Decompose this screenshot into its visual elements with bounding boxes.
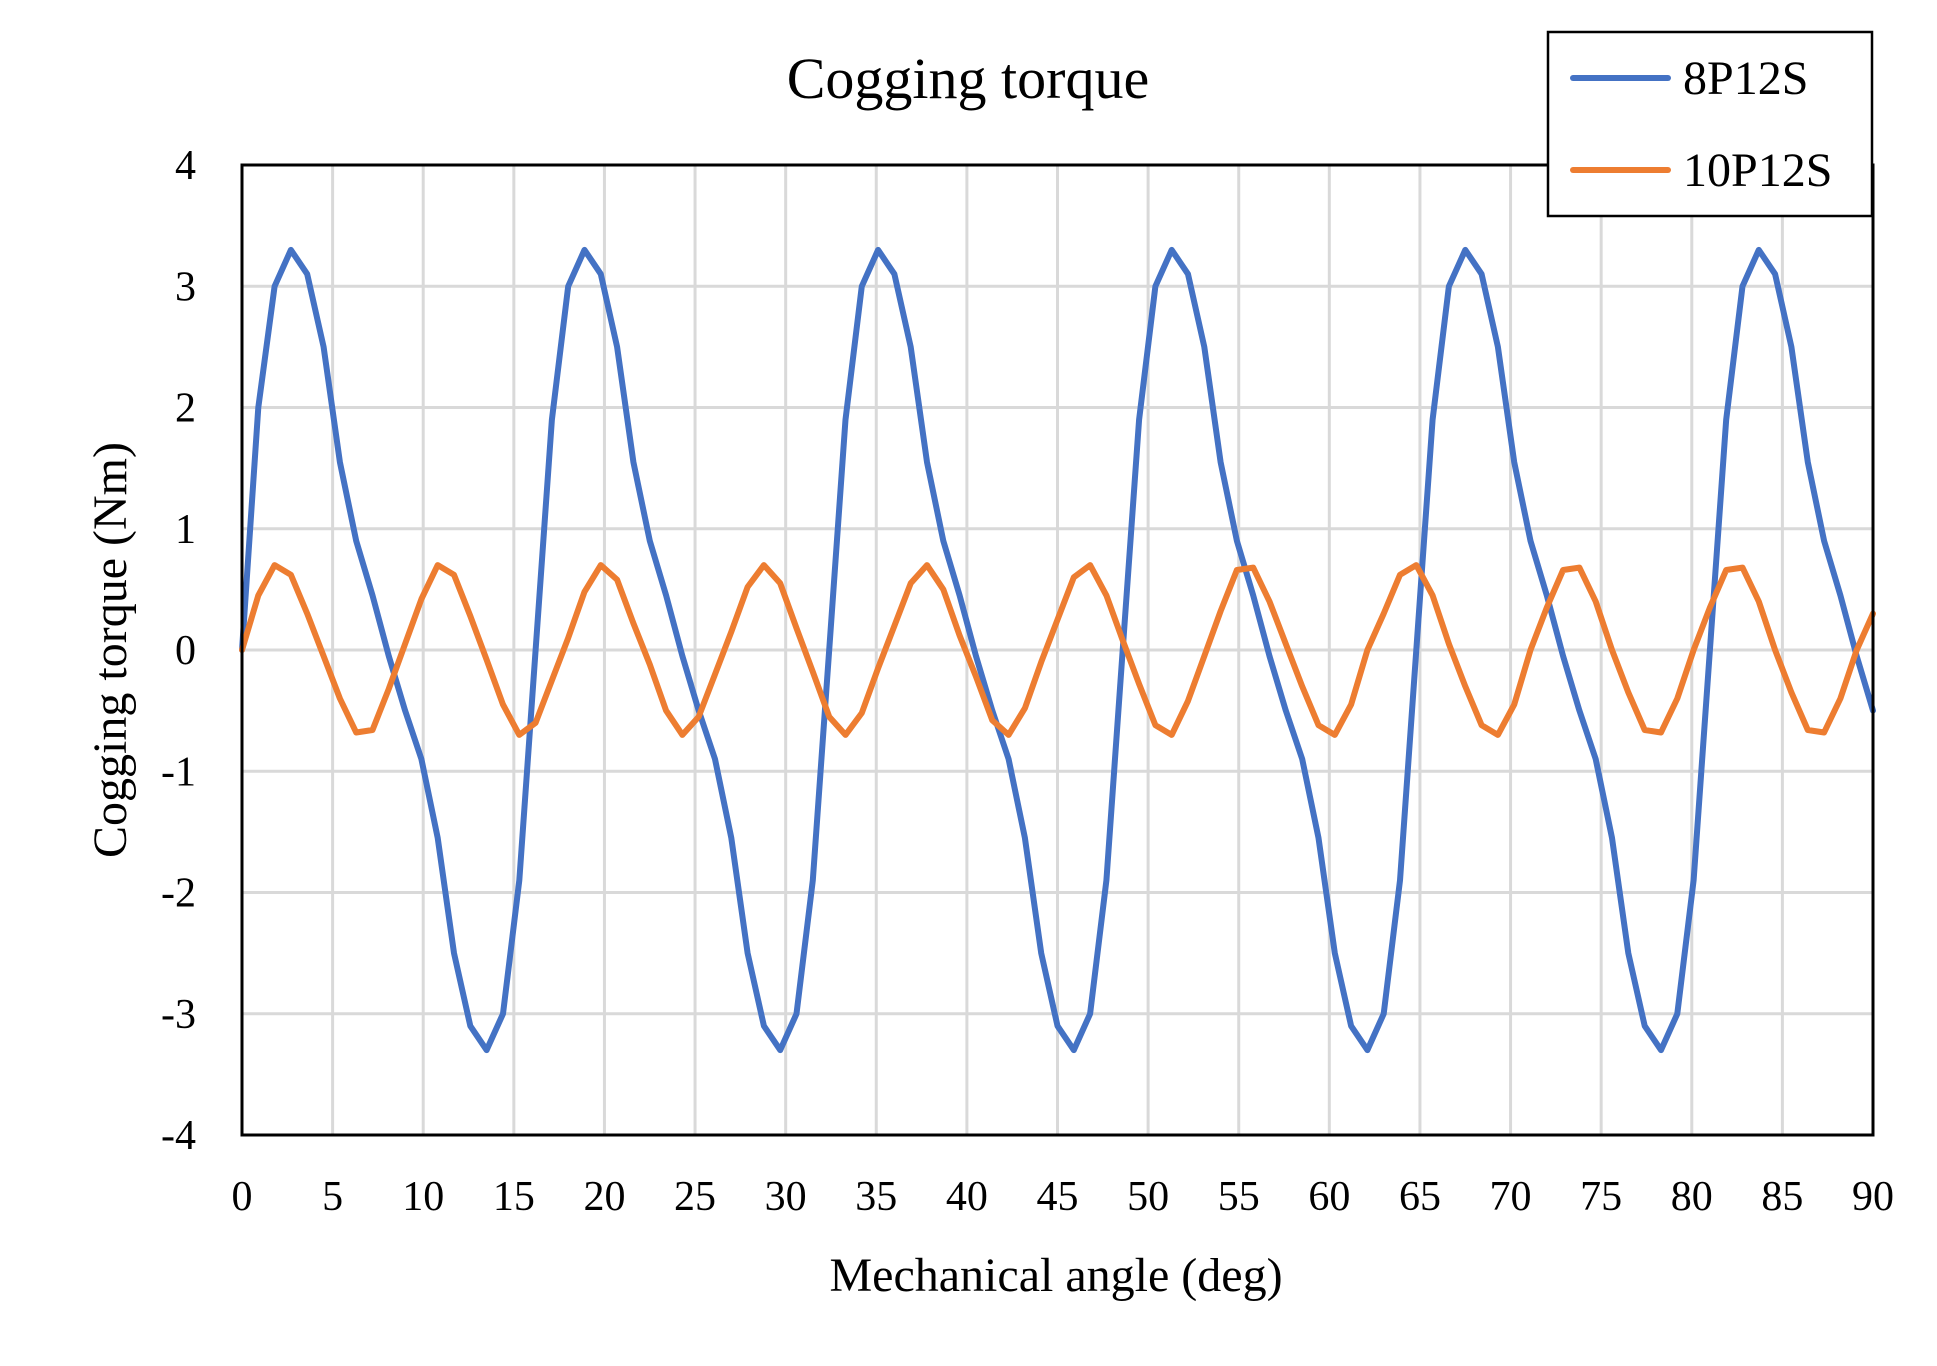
y-tick-label: 2 [175,386,196,432]
x-tick-label: 80 [1671,1174,1713,1220]
x-tick-labels: 0 5 10 15 20 25 30 35 40 45 50 55 60 65 70 75 80 85 90 [232,1174,1895,1220]
x-tick-label: 55 [1218,1174,1260,1220]
x-tick-label: 65 [1399,1174,1441,1220]
x-tick-label: 35 [855,1174,897,1220]
x-tick-label: 70 [1490,1174,1532,1220]
x-tick-label: 75 [1580,1174,1622,1220]
x-tick-label: 25 [674,1174,716,1220]
x-tick-label: 60 [1308,1174,1350,1220]
x-tick-label: 40 [946,1174,988,1220]
x-tick-label: 50 [1127,1174,1169,1220]
y-tick-label: 1 [175,507,196,553]
y-tick-label: -4 [161,1113,196,1159]
y-tick-labels: -4 -3 -2 -1 0 1 2 3 4 [161,143,196,1159]
x-tick-label: 85 [1761,1174,1803,1220]
series-line-10p12s [239,562,1876,738]
legend-box [1546,30,1874,218]
series-line-8p12s [239,246,1876,1054]
series-lines [239,246,1876,1054]
x-tick-label: 15 [493,1174,535,1220]
chart-title: Cogging torque [787,46,1149,111]
y-axis-title: Cogging torque (Nm) [84,442,137,858]
legend: 8P12S 10P12S [1546,30,1874,218]
x-tick-label: 0 [232,1174,253,1220]
y-tick-label: -2 [161,871,196,917]
plot-frame [240,163,1875,1137]
x-tick-label: 45 [1037,1174,1079,1220]
legend-label-8p12s: 8P12S [1683,52,1808,105]
x-tick-label: 20 [583,1174,625,1220]
x-tick-label: 5 [322,1174,343,1220]
y-tick-label: 4 [175,143,196,189]
legend-label-10p12s: 10P12S [1683,144,1832,197]
x-tick-label: 30 [765,1174,807,1220]
y-tick-label: -1 [161,749,196,795]
x-tick-label: 10 [402,1174,444,1220]
y-tick-label: -3 [161,992,196,1038]
y-tick-label: 0 [175,628,196,674]
x-tick-label: 90 [1852,1174,1894,1220]
y-tick-label: 3 [175,264,196,310]
x-axis-title: Mechanical angle (deg) [829,1249,1282,1302]
